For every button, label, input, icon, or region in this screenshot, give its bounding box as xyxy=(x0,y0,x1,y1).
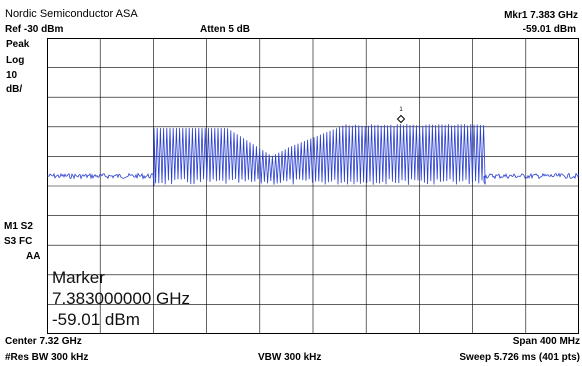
center-frequency: Center 7.32 GHz xyxy=(5,336,82,347)
marker-diamond-icon xyxy=(396,114,406,124)
company-name: Nordic Semiconductor ASA xyxy=(5,8,138,20)
marker-frequency-header: Mkr1 7.383 GHz xyxy=(504,10,578,21)
marker-readout-frequency: 7.383000000 GHz xyxy=(52,289,190,308)
spectrum-plot: 1 xyxy=(47,38,579,334)
trace-mode-3: AA xyxy=(26,251,41,262)
frequency-span: Span 400 MHz xyxy=(512,336,580,347)
scale-unit: dB/ xyxy=(6,84,23,95)
marker-number: 1 xyxy=(399,107,403,113)
video-bandwidth: VBW 300 kHz xyxy=(258,352,322,363)
spectrum-trace xyxy=(47,123,579,187)
scale-value: 10 xyxy=(6,70,18,81)
attenuation: Atten 5 dB xyxy=(200,24,250,35)
marker-readout-amplitude: -59.01 dBm xyxy=(52,310,140,329)
trace-mode-1: M1 S2 xyxy=(4,221,33,232)
marker-level-header: -59.01 dBm xyxy=(522,24,576,35)
resolution-bandwidth: #Res BW 300 kHz xyxy=(5,352,89,363)
scale-type: Log xyxy=(6,55,25,66)
trace-mode-2: S3 FC xyxy=(4,236,33,247)
graticule xyxy=(47,38,579,334)
sweep-time: Sweep 5.726 ms (401 pts) xyxy=(459,352,580,363)
detector-mode: Peak xyxy=(6,39,30,50)
marker-readout-title: Marker xyxy=(52,268,105,287)
ref-level: Ref -30 dBm xyxy=(5,24,64,35)
marker-1: 1 xyxy=(396,107,406,124)
